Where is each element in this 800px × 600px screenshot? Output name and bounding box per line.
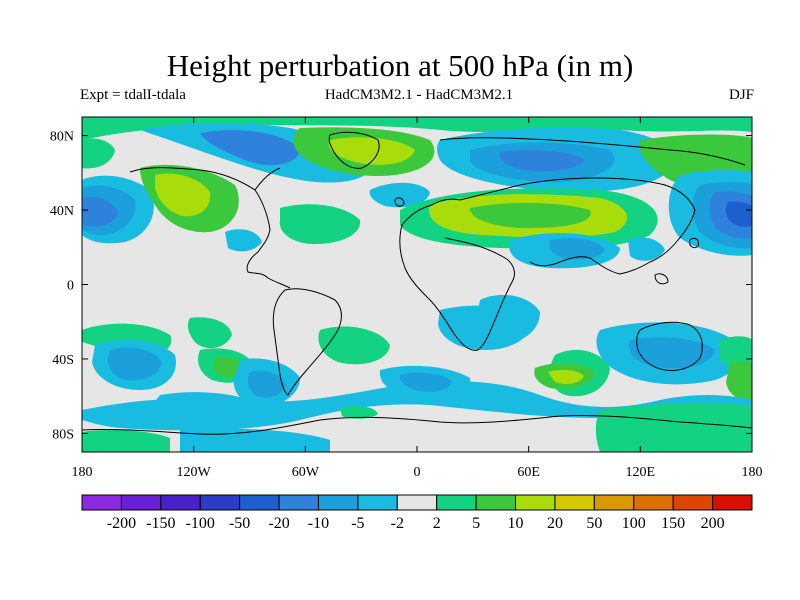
plot-area [82,117,752,452]
contour-band [499,150,585,172]
lat-tick-label: 40N [50,204,74,219]
lat-tick-label: 40S [52,353,74,368]
map-title: Height perturbation at 500 hPa (in m) [166,48,634,83]
colorbar: -200 -150 -100 -50 -20 -10 -5 -2 2 5 10 20 50 100 150 2… [81,494,753,532]
longitude-axis: 180 120W 60W 0 60E 120E 180 [72,117,763,480]
contour-band [279,204,361,245]
colorbar-swatch [357,494,398,511]
contour-band [726,361,752,401]
colorbar-label: -150 [146,515,175,532]
colorbar-swatch [239,494,280,511]
contour-band [82,117,752,140]
coastline [328,131,380,169]
colorbar-label: 200 [701,515,725,532]
coastline [394,197,405,207]
colorbar-swatch [672,494,714,511]
colorbar-swatch [278,494,319,511]
contour-band [82,138,115,169]
lon-tick-label: 0 [414,465,421,480]
coastline [129,167,291,289]
latitude-axis: 80N 40N 0 40S 80S [50,130,752,442]
colorbar-label: 20 [547,515,563,532]
colorbar-swatch [475,494,517,511]
colorbar-label: -20 [268,515,289,532]
colorbar-swatch [81,494,122,511]
contour-band [200,130,300,166]
colorbar-swatch [317,494,359,511]
colorbar-label: -5 [351,515,364,532]
colorbar-label: -200 [107,515,136,532]
colorbar-label: -2 [391,515,404,532]
coastline [439,137,746,166]
colorbar-swatch [120,494,162,511]
lon-tick-label: 120W [177,465,212,480]
lon-tick-label: 60W [292,465,320,480]
colorbar-label: 2 [433,515,441,532]
contour-band [548,369,584,384]
contour-band [628,237,665,261]
contour-band [82,430,170,452]
colorbar-label: 50 [586,515,602,532]
colorbar-label: -50 [229,515,250,532]
contour-band [340,406,378,419]
colorbar-swatch [712,494,753,511]
contour-band [470,202,591,228]
colorbar-swatch [436,494,477,511]
coastline [636,321,703,371]
lon-tick-label: 180 [742,465,763,480]
contour-band [151,392,270,431]
contour-band [399,372,452,392]
lat-tick-label: 0 [67,279,74,294]
coastline [399,198,515,351]
lat-tick-label: 80N [50,130,74,145]
contour-band [725,201,752,227]
colorbar-label: -100 [186,515,215,532]
contour-band [82,196,118,227]
season-label: DJF [728,87,754,103]
contour-band [328,137,415,165]
colorbar-label: 100 [622,515,646,532]
lat-tick-label: 80S [52,427,74,442]
colorbar-swatch [160,494,201,511]
colorbar-label: 10 [508,515,524,532]
colorbar-swatch [633,494,674,511]
coastlines [82,131,752,435]
contour-band [318,326,390,365]
contour-band [595,403,752,452]
contour-band [187,317,232,349]
contour-band [369,182,430,208]
colorbar-swatch [554,494,595,511]
coastline [654,273,669,285]
colorbar-label: 150 [661,515,685,532]
coastline [689,237,699,249]
contour-band [108,347,162,381]
contour-band [629,337,715,369]
colorbar-swatch [396,494,438,511]
contour-band [225,229,262,252]
model-label: HadCM3M2.1 - HadCM3M2.1 [324,87,514,103]
coastline [82,414,752,435]
coastline [459,177,696,275]
colorbar-swatch [593,494,635,511]
lon-tick-label: 120E [626,465,656,480]
colorbar-swatch [515,494,556,511]
colorbar-swatch [199,494,241,511]
colorbar-label: 5 [472,515,480,532]
contour-band [438,305,531,350]
contour-band [549,238,605,260]
experiment-label: Expt = tdalI-tdala [80,87,186,103]
colorbar-label: -10 [308,515,329,532]
contour-band [155,173,211,217]
lon-tick-label: 60E [517,465,540,480]
contour-band [248,370,286,398]
coastline [272,288,342,396]
lon-tick-label: 180 [72,465,93,480]
contour-fills [82,117,752,452]
